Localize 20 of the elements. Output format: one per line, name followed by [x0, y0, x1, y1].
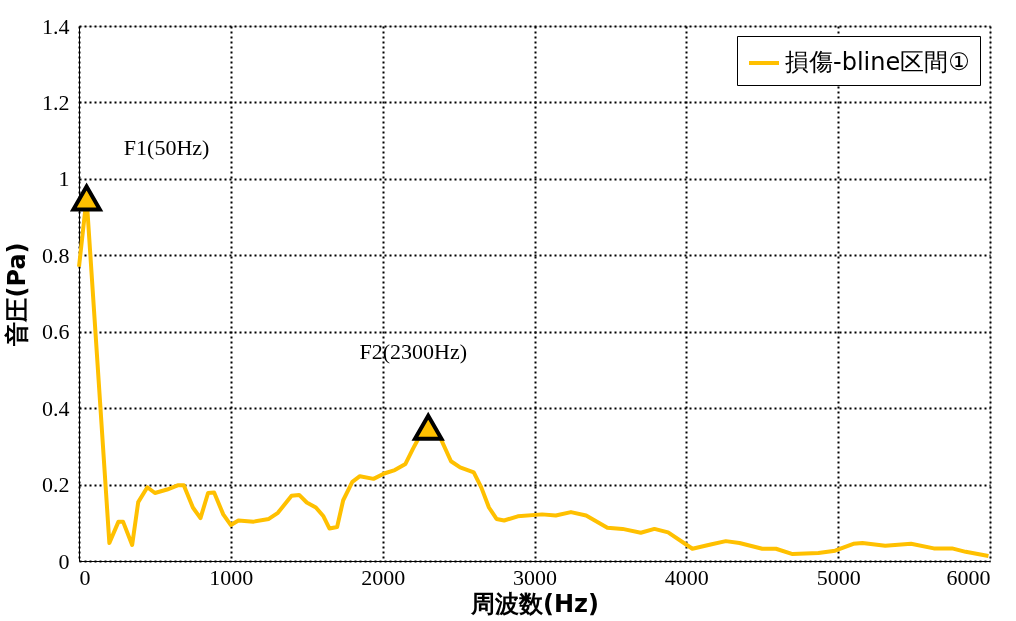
- y-tick-label: 0.8: [42, 242, 70, 268]
- x-tick-label: 0: [79, 564, 91, 590]
- y-tick-label: 0.2: [42, 472, 70, 498]
- y-tick-label: 1: [58, 166, 70, 192]
- y-tick-label: 0.6: [42, 319, 70, 345]
- x-tick-label: 4000: [664, 564, 709, 590]
- x-axis-title: 周波数(Hz): [470, 589, 599, 618]
- x-tick-label: 2000: [361, 564, 406, 590]
- y-tick-label: 0.4: [42, 395, 70, 421]
- y-tick-label: 1.4: [42, 13, 70, 39]
- y-tick-label: 1.2: [42, 89, 70, 115]
- annotation: F2(2300Hz): [359, 339, 467, 365]
- x-tick-label: 6000: [946, 564, 991, 590]
- x-tick-label: 1000: [209, 564, 254, 590]
- y-axis-title: 音圧(Pa): [3, 242, 31, 347]
- y-tick-label: 0: [58, 548, 70, 574]
- annotation: F1(50Hz): [123, 134, 210, 160]
- x-tick-label: 5000: [816, 564, 861, 590]
- legend-label: 損傷-bline区間①: [785, 48, 970, 76]
- x-tick-label: 3000: [513, 564, 557, 590]
